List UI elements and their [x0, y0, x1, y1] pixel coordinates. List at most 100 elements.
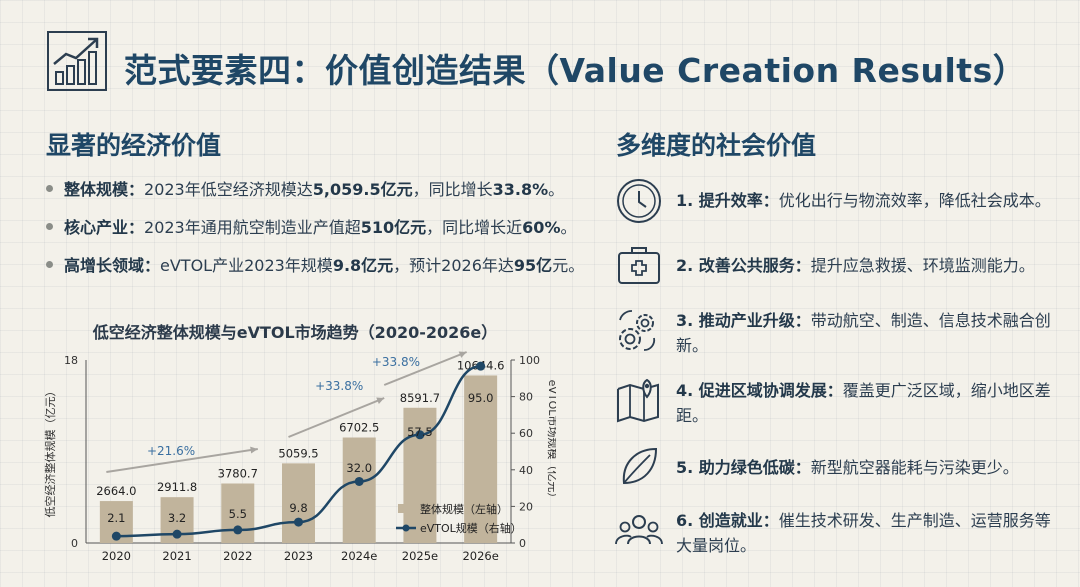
item-label: 1. 提升效率：: [676, 191, 779, 210]
legend-line-marker: [402, 524, 410, 532]
y2-axis-title: eVTOL市场规模（亿元）: [546, 380, 556, 504]
x-tick-label: 2024e: [341, 549, 377, 563]
bullet-text: 元。: [552, 256, 585, 275]
growth-arrow-head: [458, 351, 467, 358]
bullet-dot: [46, 185, 53, 192]
item-text: 覆盖更广泛区域，缩小地区差距。: [676, 381, 1051, 425]
item-text: 提升应急救援、环境监测能力。: [810, 256, 1035, 275]
gears-icon: [619, 310, 656, 351]
growth-arrow: [106, 448, 258, 473]
evtol-point: [476, 361, 486, 371]
social-item-regional: 4. 促进区域协调发展：覆盖更广泛区域，缩小地区差距。: [676, 378, 1056, 428]
evtol-value-label: 2.1: [107, 511, 125, 525]
bullet-highlight: 9.8亿元: [332, 256, 394, 275]
growth-annotation: +33.8%: [315, 379, 363, 393]
chart-bar: [282, 463, 315, 543]
item-label: 5. 助力绿色低碳：: [676, 458, 811, 477]
bar-value-label: 2664.0: [96, 484, 136, 498]
bullet-highlight: 5,059.5亿元: [312, 180, 413, 199]
evtol-line: [116, 364, 481, 538]
x-tick-label: 2025e: [402, 549, 438, 563]
economic-value-heading: 显著的经济价值: [46, 131, 222, 160]
page-title: 范式要素四：价值创造结果（Value Creation Results）: [124, 51, 1027, 90]
bullet-highlight: 510亿元: [360, 218, 427, 237]
social-item-industry-upgrade: 3. 推动产业升级：带动航空、制造、信息技术融合创新。: [676, 308, 1056, 358]
bar-value-label: 5059.5: [278, 446, 318, 460]
item-label: 2. 改善公共服务：: [676, 256, 811, 275]
map-pin-icon: [617, 378, 659, 423]
evtol-point: [294, 517, 303, 527]
item-label: 3. 推动产业升级：: [676, 311, 811, 330]
bullet-highlight: 95亿: [513, 256, 553, 275]
bullet-text: ，同比增长近: [426, 218, 523, 237]
bullet-text: 。: [548, 180, 565, 199]
y2-tick-label: 0: [519, 537, 526, 550]
evtol-value-label: 5.5: [229, 507, 247, 521]
legend-line-label: eVTOL规模（右轴）: [420, 521, 522, 535]
bar-value-label: 6702.5: [339, 421, 379, 435]
evtol-value-label: 32.0: [346, 461, 372, 475]
growth-annotation: +33.8%: [372, 355, 420, 369]
bullet-label: 高增长领域：: [64, 256, 161, 275]
evtol-value-label: 9.8: [289, 501, 307, 515]
chart-title: 低空经济整体规模与eVTOL市场趋势（2020-2026e）: [92, 323, 498, 342]
x-tick-label: 2026e: [462, 549, 498, 563]
bullet-highlight: 33.8%: [492, 180, 549, 199]
item-text: 催生技术研发、生产制造、运营服务等大量岗位。: [676, 511, 1051, 555]
y2-tick-label: 40: [519, 464, 533, 477]
evtol-value-label: 95.0: [468, 391, 494, 405]
evtol-value-label: 3.2: [168, 511, 186, 525]
item-label: 6. 创造就业：: [676, 511, 779, 530]
growth-arrow-head: [376, 397, 385, 404]
evtol-point: [111, 531, 121, 541]
bullet-label: 核心产业：: [64, 218, 145, 237]
medical-kit-icon: [618, 247, 660, 284]
people-icon: [615, 515, 663, 545]
growth-arrow-head: [250, 446, 258, 454]
social-item-efficiency: 1. 提升效率：优化出行与物流效率，降低社会成本。: [676, 188, 1056, 213]
bullet-text: ，预计2026年达: [393, 256, 514, 275]
bullet-text: 。: [560, 218, 577, 237]
x-tick-label: 2020: [102, 549, 131, 563]
item-text: 优化出行与物流效率，降低社会成本。: [778, 191, 1051, 210]
chart-bar: [342, 437, 376, 543]
bullet-label: 整体规模：: [64, 180, 145, 199]
item-text: 带动航空、制造、信息技术融合创新。: [676, 311, 1051, 355]
evtol-point: [415, 430, 425, 440]
bar-value-label: 2911.8: [157, 480, 197, 494]
y-tick-label: 0: [71, 537, 78, 550]
bullet-text: eVTOL产业2023年规模: [160, 256, 333, 275]
bullet-dot: [46, 223, 53, 230]
market-trend-chart: 0 18 0 20 40 60 80 100 低空经济整体规模（亿元） eVTOL市场规模（亿元）…: [43, 351, 556, 563]
legend-bar-swatch: [398, 504, 414, 513]
bullet-dot: [46, 261, 53, 268]
y2-tick-label: 80: [519, 391, 533, 404]
evtol-point: [354, 476, 364, 486]
legend-bar-label: 整体规模（左轴）: [420, 502, 508, 516]
y2-tick-label: 60: [519, 427, 533, 440]
social-item-jobs: 6. 创造就业：催生技术研发、生产制造、运营服务等大量岗位。: [676, 508, 1056, 558]
growth-annotation: +21.6%: [147, 444, 195, 458]
x-tick-label: 2022: [223, 549, 252, 563]
y-axis-title: 低空经济整体规模（亿元）: [43, 386, 57, 518]
social-item-green: 5. 助力绿色低碳：新型航空器能耗与污染更少。: [676, 455, 1056, 480]
x-tick-label: 2023: [284, 549, 313, 563]
item-text: 新型航空器能耗与污染更少。: [810, 458, 1019, 477]
bullet-overall-scale: 整体规模：2023年低空经济规模达5,059.5亿元，同比增长33.8%。: [46, 178, 586, 202]
leaf-icon: [622, 447, 658, 485]
item-label: 4. 促进区域协调发展：: [676, 381, 843, 400]
evtol-point: [172, 529, 182, 539]
clock-icon: [617, 179, 661, 223]
chart-bar: [464, 375, 498, 543]
growth-chart-icon: [47, 31, 107, 91]
bullet-text: 2023年通用航空制造业产值超: [144, 218, 361, 237]
bullet-highlight: 60%: [522, 218, 561, 237]
growth-arrow: [383, 351, 468, 386]
social-value-heading: 多维度的社会价值: [616, 131, 817, 160]
social-item-public-service: 2. 改善公共服务：提升应急救援、环境监测能力。: [676, 253, 1056, 278]
y2-tick-label: 100: [519, 354, 540, 367]
bar-value-label: 3780.7: [218, 466, 258, 480]
bullet-text: 2023年低空经济规模达: [144, 180, 313, 199]
evtol-point: [233, 525, 243, 535]
y2-tick-label: 20: [519, 500, 533, 513]
